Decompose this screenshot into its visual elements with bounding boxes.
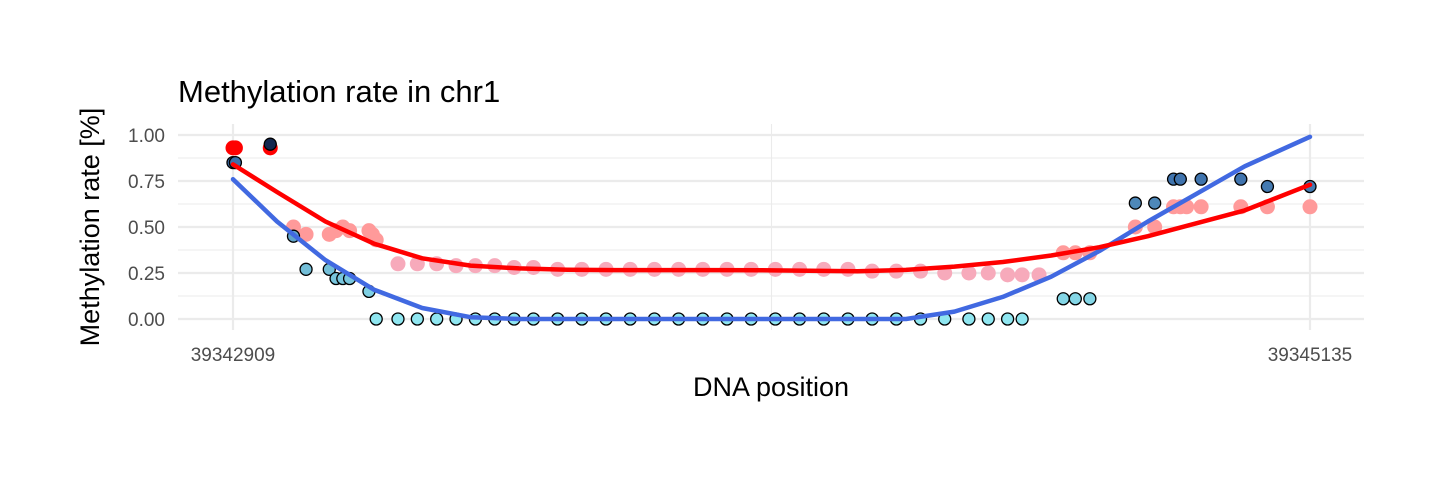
series-b-point: [1194, 172, 1208, 186]
series-b-point: [1234, 172, 1248, 186]
series-b-points: [226, 137, 1317, 326]
series-a-point: [298, 226, 314, 242]
y-tick-label: 0.00: [128, 310, 165, 331]
series-b-point: [1056, 292, 1070, 306]
x-tick-labels: 39342909 39345135: [191, 345, 1353, 366]
x-axis-title: DNA position: [693, 372, 849, 402]
y-tick-labels: 0.00 0.25 0.50 0.75 1.00: [128, 126, 165, 331]
series-b-point: [981, 312, 995, 326]
series-a-point: [1193, 199, 1209, 215]
series-b-point: [962, 312, 976, 326]
series-b-point: [1083, 292, 1097, 306]
grid-lines: [178, 124, 1364, 330]
series-a-point: [1147, 219, 1163, 235]
series-b-point: [299, 262, 313, 276]
y-tick-label: 1.00: [128, 126, 165, 147]
series-b-point: [263, 137, 277, 151]
series-b-point: [430, 312, 444, 326]
series-a-point: [1014, 267, 1030, 283]
series-b-fit-curve: [230, 134, 1313, 322]
series-b-point: [1173, 172, 1187, 186]
x-tick-label: 39342909: [191, 345, 276, 366]
y-axis-title: Methylation rate [%]: [75, 108, 105, 347]
series-b-point: [369, 312, 383, 326]
series-b-point: [1260, 179, 1275, 194]
series-a-point: [961, 265, 977, 281]
series-b-point: [1148, 196, 1162, 210]
series-a-point: [1302, 199, 1318, 215]
fit-curves: [230, 134, 1313, 322]
y-tick-label: 0.25: [128, 264, 165, 285]
y-tick-label: 0.50: [128, 218, 165, 239]
x-tick-label: 39345135: [1268, 345, 1353, 366]
series-a-point: [227, 140, 243, 156]
series-a-fit-curve: [230, 162, 1313, 274]
series-a-point: [1000, 267, 1016, 283]
series-b-point: [1128, 196, 1142, 210]
chart-title: Methylation rate in chr1: [178, 74, 500, 109]
series-b-point: [1015, 312, 1029, 326]
series-b-point: [391, 312, 405, 326]
series-b-point: [410, 312, 424, 326]
series-a-point: [390, 256, 406, 272]
series-a-point: [980, 265, 996, 281]
series-b-point: [1000, 312, 1015, 326]
y-tick-label: 0.75: [128, 172, 165, 193]
series-b-point: [1068, 292, 1082, 306]
